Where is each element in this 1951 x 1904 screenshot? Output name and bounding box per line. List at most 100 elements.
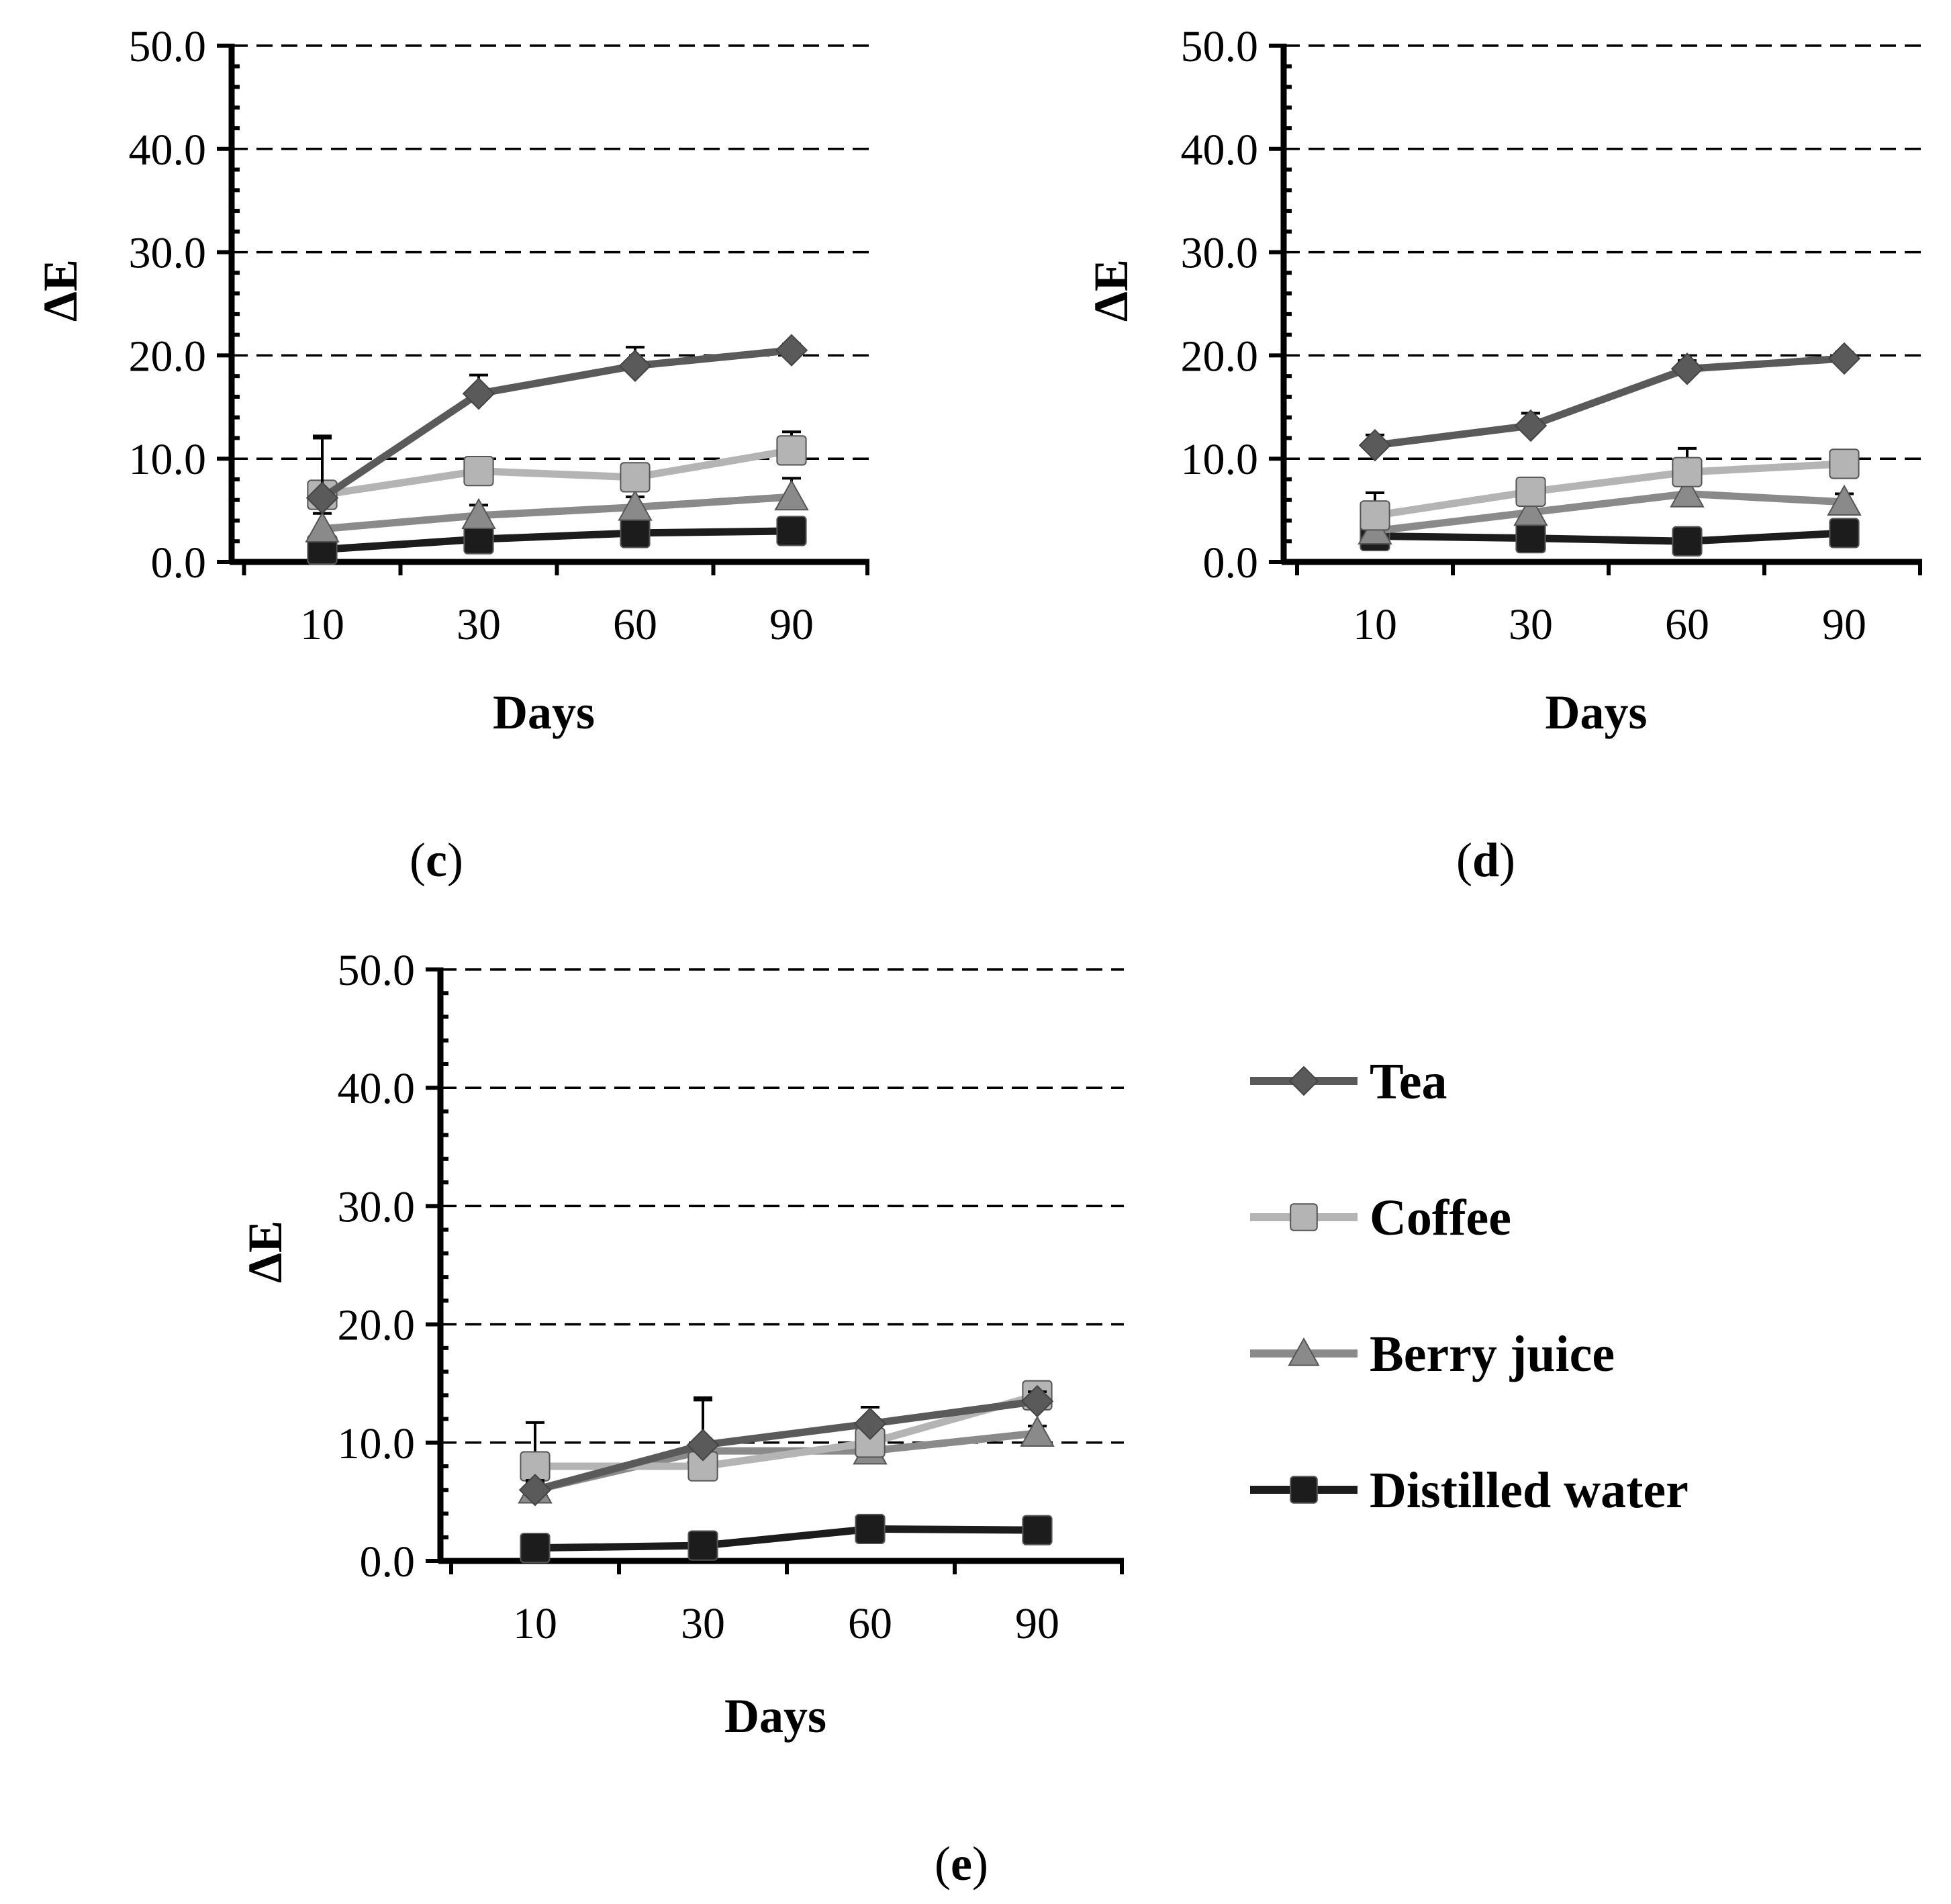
y-tick-label: 50.0: [129, 22, 207, 71]
y-tick-label: 30.0: [1181, 229, 1259, 278]
y-tick-label: 20.0: [129, 332, 207, 381]
data-point: [1514, 409, 1548, 442]
data-point: [855, 1513, 886, 1545]
data-point: [776, 435, 807, 466]
data-point: [853, 1407, 887, 1440]
series-coffee: [1360, 446, 1860, 531]
data-point: [520, 1533, 551, 1564]
legend-label: Berry juice: [1370, 1326, 1615, 1382]
legend-item-coffee: Coffee: [1250, 1190, 1511, 1246]
data-point: [463, 524, 494, 555]
x-tick-label: 10: [513, 1599, 557, 1648]
series-line: [534, 1525, 1038, 1552]
legend: Tea Coffee Berry juice Distilled water: [1250, 1053, 1688, 1519]
y-tick-label: 40.0: [1181, 126, 1259, 175]
data-point: [1022, 1515, 1053, 1545]
series-line: [1374, 529, 1845, 545]
panel-caption: (d): [1456, 833, 1515, 887]
series-tea: [1358, 342, 1861, 462]
chart-panel-e: 0.0 10.0 20.0 30.0 40.0 50.0 10 30 60 90 Days ΔE (e): [238, 946, 1124, 1891]
legend-label: Tea: [1370, 1053, 1447, 1110]
data-point: [620, 462, 651, 493]
data-point: [1672, 526, 1703, 557]
data-point: [1670, 352, 1704, 385]
data-point: [618, 489, 653, 521]
x-axis-title: Days: [1545, 685, 1647, 739]
x-tick-label: 90: [1822, 600, 1866, 649]
y-axis-title: ΔE: [34, 259, 87, 322]
series-line: [1374, 354, 1845, 449]
x-tick-label: 60: [848, 1599, 892, 1648]
x-axis-title: Days: [724, 1689, 826, 1743]
legend-label: Coffee: [1370, 1190, 1511, 1246]
data-point: [1513, 495, 1548, 526]
series-line: [534, 1429, 1038, 1494]
x-tick-label: 60: [613, 600, 657, 649]
series-line: [1374, 489, 1845, 535]
x-axis-title: Days: [493, 685, 595, 739]
data-point: [687, 1530, 718, 1561]
x-tick-label: 10: [1353, 600, 1397, 649]
data-point: [462, 377, 495, 410]
chart-panel-c: 0.0 10.0 20.0 30.0 40.0 50.0 10 30 60 90 Days ΔE (c): [34, 22, 869, 887]
series-distilled-water: [520, 1513, 1053, 1564]
data-point: [1515, 476, 1546, 508]
legend-item-berry-juice: Berry juice: [1250, 1326, 1615, 1382]
data-point: [620, 518, 651, 549]
x-tick-label: 10: [300, 600, 344, 649]
panel-caption: (c): [410, 833, 463, 887]
series-line: [322, 527, 792, 554]
y-tick-label: 10.0: [1181, 435, 1259, 484]
legend-diamond-icon: [1288, 1065, 1319, 1096]
chart-panel-d: 0.0 10.0 20.0 30.0 40.0 50.0 10 30 60 90 Days ΔE (d): [1084, 22, 1922, 887]
series-line: [322, 493, 792, 533]
legend-triangle-icon: [1288, 1337, 1320, 1366]
data-point: [776, 516, 807, 546]
series-tea: [305, 334, 808, 514]
legend-square-icon: [1290, 1203, 1318, 1231]
y-axis-title: ΔE: [1084, 259, 1138, 322]
y-tick-label: 30.0: [129, 229, 207, 278]
data-point: [1827, 484, 1862, 516]
y-tick-label: 40.0: [338, 1064, 416, 1113]
data-point: [461, 497, 496, 529]
legend-square-icon: [1290, 1476, 1318, 1504]
series-berry-juice: [518, 1415, 1055, 1504]
data-point: [1020, 1415, 1055, 1447]
data-point: [1672, 457, 1703, 487]
legend-label: Distilled water: [1370, 1462, 1688, 1519]
series-line: [534, 1397, 1038, 1494]
data-point: [305, 481, 339, 514]
series-line: [320, 346, 792, 502]
x-tick-label: 30: [457, 600, 501, 649]
x-tick-label: 60: [1665, 600, 1709, 649]
series-line: [322, 446, 792, 499]
data-point: [1515, 523, 1546, 554]
series-berry-juice: [1358, 476, 1862, 545]
data-point: [305, 511, 340, 542]
data-point: [518, 1474, 552, 1507]
series-berry-juice: [305, 477, 809, 542]
y-tick-label: 50.0: [338, 946, 416, 995]
series-tea: [518, 1384, 1054, 1507]
series-line: [1374, 460, 1845, 520]
y-tick-label: 30.0: [338, 1182, 416, 1231]
x-tick-label: 90: [1015, 1599, 1059, 1648]
x-tick-label: 30: [681, 1599, 725, 1648]
legend-item-distilled-water: Distilled water: [1250, 1462, 1688, 1519]
data-point: [774, 479, 809, 511]
data-point: [1670, 476, 1705, 508]
data-point: [686, 1429, 720, 1462]
data-point: [618, 349, 652, 382]
y-tick-label: 50.0: [1181, 22, 1259, 71]
data-point: [1829, 448, 1860, 479]
data-point: [463, 456, 494, 487]
y-tick-label: 10.0: [129, 435, 207, 484]
data-point: [775, 334, 808, 367]
data-point: [1358, 428, 1392, 462]
data-point: [1827, 342, 1861, 375]
data-point: [1360, 500, 1390, 531]
y-tick-label: 20.0: [1181, 332, 1259, 381]
x-tick-label: 90: [769, 600, 814, 649]
